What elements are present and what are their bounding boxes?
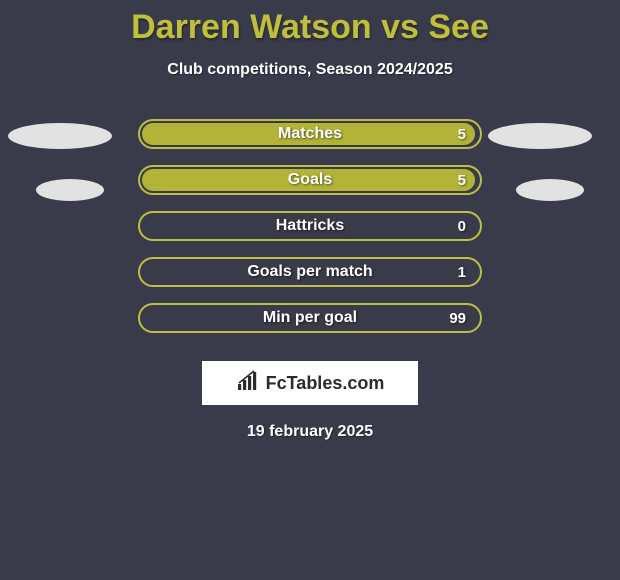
subtitle: Club competitions, Season 2024/2025: [0, 61, 620, 79]
stat-label: Goals per match: [140, 263, 480, 281]
bar-chart-icon: [236, 370, 260, 397]
stat-bar-fill: [142, 169, 475, 191]
page-title: Darren Watson vs See: [0, 0, 620, 47]
stat-row: Goals per match1: [0, 249, 620, 295]
decor-ellipse: [516, 179, 584, 201]
stat-value: 99: [449, 310, 466, 327]
decor-ellipse: [488, 123, 592, 149]
stat-bar: Min per goal99: [138, 303, 482, 333]
decor-ellipse: [36, 179, 104, 201]
stat-value: 0: [458, 218, 466, 235]
decor-ellipse: [8, 123, 112, 149]
stat-bar: Matches5: [138, 119, 482, 149]
stat-bar: Goals per match1: [138, 257, 482, 287]
brand-label: FcTables.com: [266, 373, 385, 394]
stat-row: Hattricks0: [0, 203, 620, 249]
stat-value: 1: [458, 264, 466, 281]
stat-bar: Goals5: [138, 165, 482, 195]
stat-bar-fill: [142, 123, 475, 145]
stat-row: Min per goal99: [0, 295, 620, 341]
stat-bar: Hattricks0: [138, 211, 482, 241]
stat-label: Hattricks: [140, 217, 480, 235]
stat-label: Min per goal: [140, 309, 480, 327]
brand-box[interactable]: FcTables.com: [202, 361, 418, 405]
date-line: 19 february 2025: [0, 423, 620, 441]
comparison-card: Darren Watson vs See Club competitions, …: [0, 0, 620, 580]
